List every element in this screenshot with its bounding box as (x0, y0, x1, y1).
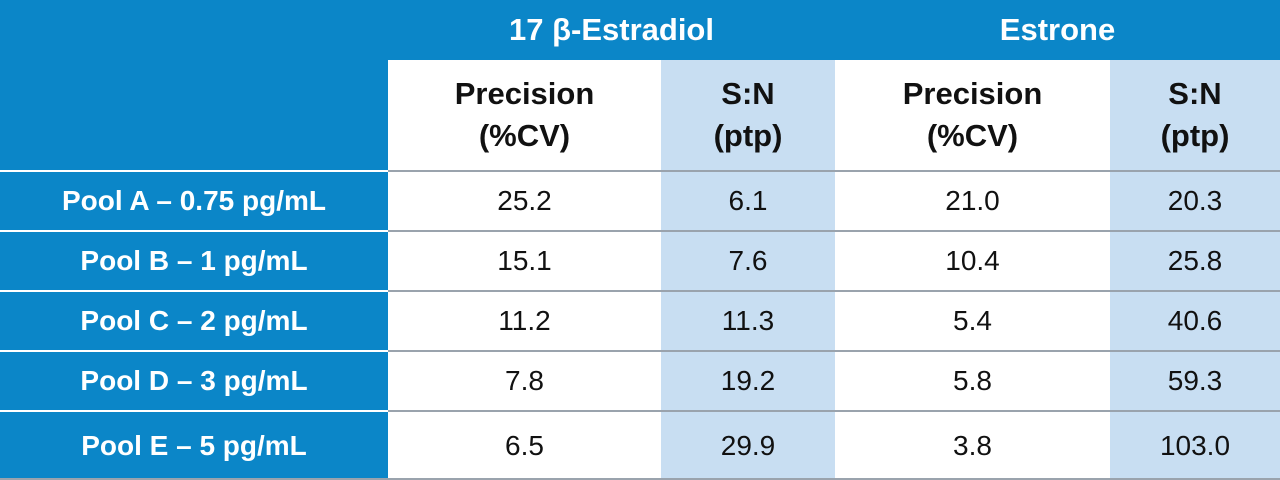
subheader-line2: (ptp) (1160, 118, 1230, 153)
table-cell: 5.8 (835, 350, 1110, 410)
table-cell: 3.8 (835, 410, 1110, 480)
group-header-estrone: Estrone (835, 0, 1280, 60)
table-cell: 19.2 (661, 350, 835, 410)
subheader-line2: (ptp) (713, 118, 783, 153)
subheader-estrone-sn: S:N (ptp) (1110, 60, 1280, 170)
table-cell: 7.6 (661, 230, 835, 290)
subheader-line2: (%CV) (478, 118, 571, 153)
table-cell: 21.0 (835, 170, 1110, 230)
subheader-line1: Precision (454, 76, 595, 111)
row-label-pool-a: Pool A – 0.75 pg/mL (0, 170, 388, 230)
table-cell: 20.3 (1110, 170, 1280, 230)
table-cell: 11.2 (388, 290, 661, 350)
subheader-line1: S:N (721, 76, 775, 111)
row-label-pool-d: Pool D – 3 pg/mL (0, 350, 388, 410)
row-label-pool-c: Pool C – 2 pg/mL (0, 290, 388, 350)
table-cell: 40.6 (1110, 290, 1280, 350)
subheader-line1: Precision (902, 76, 1043, 111)
table-cell: 6.5 (388, 410, 661, 480)
group-header-estradiol: 17 β-Estradiol (388, 0, 835, 60)
subheader-estrone-precision: Precision (%CV) (835, 60, 1110, 170)
table-cell: 11.3 (661, 290, 835, 350)
table-cell: 5.4 (835, 290, 1110, 350)
table-cell: 6.1 (661, 170, 835, 230)
table-cell: 103.0 (1110, 410, 1280, 480)
subheader-estradiol-precision: Precision (%CV) (388, 60, 661, 170)
table-cell: 29.9 (661, 410, 835, 480)
subheader-line1: S:N (1168, 76, 1222, 111)
table-corner (0, 0, 388, 170)
subheader-line2: (%CV) (926, 118, 1019, 153)
table-cell: 59.3 (1110, 350, 1280, 410)
subheader-estradiol-sn: S:N (ptp) (661, 60, 835, 170)
table-bottom-border (0, 478, 1280, 480)
table-cell: 10.4 (835, 230, 1110, 290)
table-cell: 25.2 (388, 170, 661, 230)
table-cell: 15.1 (388, 230, 661, 290)
row-label-pool-b: Pool B – 1 pg/mL (0, 230, 388, 290)
row-label-pool-e: Pool E – 5 pg/mL (0, 410, 388, 480)
table-cell: 7.8 (388, 350, 661, 410)
table-cell: 25.8 (1110, 230, 1280, 290)
